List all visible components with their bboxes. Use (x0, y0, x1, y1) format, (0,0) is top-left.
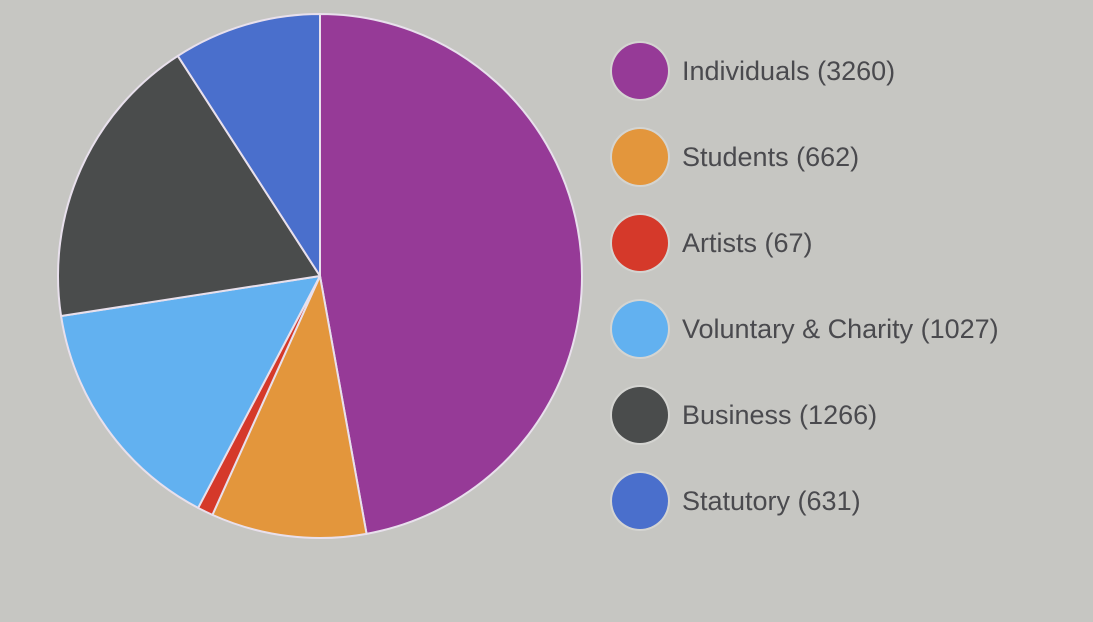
legend-item-individuals: Individuals (3260) (612, 28, 1087, 114)
legend-item-statutory: Statutory (631) (612, 458, 1087, 544)
pie-slice-voluntary-charity (60, 275, 321, 509)
legend-item-students: Students (662) (612, 114, 1087, 200)
legend-label-statutory: Statutory (631) (682, 485, 861, 516)
pie-slice-students (211, 275, 368, 539)
legend-swatch-voluntary-charity (612, 301, 668, 357)
legend-label-voluntary-charity: Voluntary & Charity (1027) (682, 313, 999, 344)
legend-label-artists: Artists (67) (682, 227, 813, 258)
legend-item-artists: Artists (67) (612, 200, 1087, 286)
legend-swatch-artists (612, 215, 668, 271)
legend-label-individuals: Individuals (3260) (682, 55, 896, 86)
legend-label-business: Business (1266) (682, 399, 878, 430)
legend: Individuals (3260) Students (662) Artist… (612, 28, 1087, 544)
legend-item-voluntary-charity: Voluntary & Charity (1027) (612, 286, 1087, 372)
pie-slice-statutory (176, 13, 321, 277)
pie-slice-individuals (319, 13, 583, 535)
legend-swatch-individuals (612, 43, 668, 99)
legend-item-business: Business (1266) (612, 372, 1087, 458)
legend-swatch-students (612, 129, 668, 185)
legend-swatch-statutory (612, 473, 668, 529)
pie-slice-business (57, 54, 321, 318)
pie-plot (57, 13, 583, 539)
legend-label-students: Students (662) (682, 141, 860, 172)
legend-swatch-business (612, 387, 668, 443)
